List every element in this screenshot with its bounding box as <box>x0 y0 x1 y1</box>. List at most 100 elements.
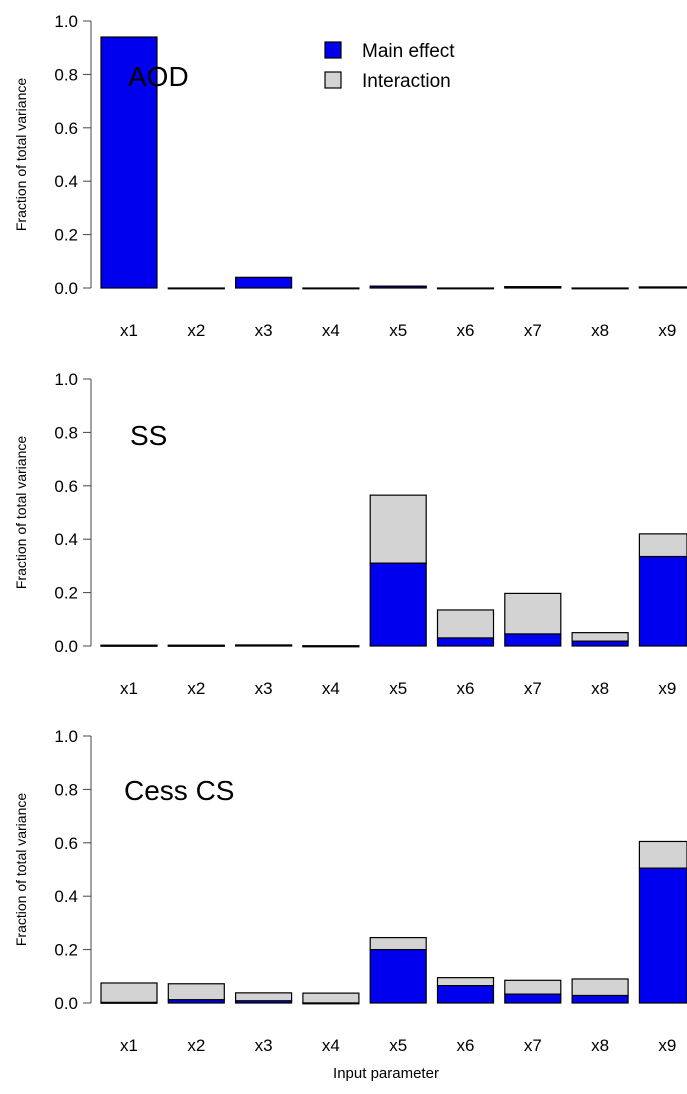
x-tick-label: x5 <box>389 321 407 340</box>
x-tick-label: x8 <box>591 679 609 698</box>
x-tick-label: x5 <box>389 679 407 698</box>
bar-main-effect <box>638 555 687 647</box>
bar-interaction <box>504 979 562 995</box>
bar-interaction <box>235 992 293 1002</box>
bar-interaction <box>436 977 495 987</box>
x-tick-label: x3 <box>255 1036 273 1055</box>
bar-main-effect <box>302 287 360 290</box>
x-tick-label: x5 <box>389 1036 407 1055</box>
x-tick-label: x4 <box>322 679 340 698</box>
x-tick-label: x6 <box>457 679 475 698</box>
y-tick-label: 0.0 <box>54 279 78 298</box>
bar-interaction <box>369 936 427 951</box>
bar-main-effect <box>571 640 629 647</box>
y-tick-label: 0.8 <box>54 65 78 84</box>
y-tick-label: 0.6 <box>54 477 78 496</box>
y-tick-label: 1.0 <box>54 12 78 31</box>
y-tick-label: 0.4 <box>54 887 78 906</box>
x-tick-label: x1 <box>120 679 138 698</box>
legend-label: Interaction <box>362 71 451 92</box>
x-tick-label: x1 <box>120 321 138 340</box>
legend-swatch <box>324 41 342 59</box>
x-axis-label: Input parameter <box>333 1065 439 1082</box>
chart-panel-1: 0.0 0.2 0.4 0.6 0.8 1.0 Fraction of total vari… <box>13 12 687 340</box>
x-tick-label: x1 <box>120 1036 138 1055</box>
y-tick-label: 0.2 <box>54 226 78 245</box>
bar-main-effect <box>638 867 687 1004</box>
bar-main-effect <box>100 36 158 289</box>
x-tick-label: x2 <box>187 679 205 698</box>
legend: Main effect Interaction <box>324 41 455 92</box>
bar-main-effect <box>504 993 562 1004</box>
bar-interaction <box>571 632 629 642</box>
bar-interaction <box>167 983 225 1001</box>
bar-main-effect <box>167 999 225 1004</box>
x-tick-label: x8 <box>591 1036 609 1055</box>
x-tick-label: x9 <box>658 321 676 340</box>
x-tick-label: x6 <box>457 321 475 340</box>
y-tick-label: 0.6 <box>54 834 78 853</box>
bar-main-effect <box>638 286 687 289</box>
y-tick-label: 0.2 <box>54 941 78 960</box>
y-tick-label: 0.0 <box>54 994 78 1013</box>
bar-main-effect <box>167 644 225 647</box>
x-tick-label: x7 <box>524 321 542 340</box>
panel-title: AOD <box>128 61 189 92</box>
bar-main-effect <box>571 994 629 1004</box>
x-tick-label: x2 <box>187 1036 205 1055</box>
bar-main-effect <box>235 644 293 647</box>
x-tick-label: x3 <box>255 321 273 340</box>
bar-interaction <box>638 533 687 558</box>
x-tick-label: x6 <box>457 1036 475 1055</box>
x-tick-label: x3 <box>255 679 273 698</box>
y-tick-label: 0.8 <box>54 423 78 442</box>
bar-main-effect <box>100 1001 158 1004</box>
x-tick-label: x4 <box>322 321 340 340</box>
x-tick-label: x9 <box>658 1036 676 1055</box>
bar-main-effect <box>235 276 293 289</box>
y-tick-label: 0.8 <box>54 780 78 799</box>
y-tick-label: 0.4 <box>54 172 78 191</box>
bar-interaction <box>100 982 158 1004</box>
bar-interaction <box>571 978 629 997</box>
y-tick-label: 0.0 <box>54 637 78 656</box>
y-tick-label: 0.4 <box>54 530 78 549</box>
bar-main-effect <box>302 1002 360 1005</box>
bar-interaction <box>302 992 360 1004</box>
y-axis-label: Fraction of total variance <box>13 78 29 232</box>
bar-main-effect <box>369 562 427 647</box>
y-tick-label: 0.6 <box>54 119 78 138</box>
bar-interaction <box>436 609 495 639</box>
bar-main-effect <box>167 287 225 290</box>
y-tick-label: 1.0 <box>54 370 78 389</box>
x-tick-label: x8 <box>591 321 609 340</box>
bar-main-effect <box>504 286 562 289</box>
chart-panel-3: 0.0 0.2 0.4 0.6 0.8 1.0 Fraction of total vari… <box>13 727 687 1055</box>
legend-swatch <box>324 71 342 89</box>
bar-main-effect <box>436 637 495 647</box>
bar-main-effect <box>436 287 495 290</box>
bar-interaction <box>369 494 427 564</box>
bar-interaction <box>504 592 562 635</box>
bar-main-effect <box>571 287 629 290</box>
panel-title: SS <box>130 420 167 451</box>
bar-main-effect <box>235 1000 293 1004</box>
y-tick-label: 1.0 <box>54 727 78 746</box>
bar-interaction <box>638 840 687 869</box>
bar-main-effect <box>369 948 427 1004</box>
y-axis-label: Fraction of total variance <box>13 793 29 947</box>
bar-main-effect <box>369 285 427 289</box>
x-tick-label: x4 <box>322 1036 340 1055</box>
x-tick-label: x9 <box>658 679 676 698</box>
x-tick-label: x2 <box>187 321 205 340</box>
panel-title: Cess CS <box>124 775 234 806</box>
bar-main-effect <box>504 633 562 647</box>
y-axis-label: Fraction of total variance <box>13 436 29 590</box>
x-tick-label: x7 <box>524 1036 542 1055</box>
bar-main-effect <box>302 645 360 648</box>
legend-label: Main effect <box>362 41 455 62</box>
bar-main-effect <box>100 644 158 647</box>
y-tick-label: 0.2 <box>54 584 78 603</box>
x-tick-label: x7 <box>524 679 542 698</box>
